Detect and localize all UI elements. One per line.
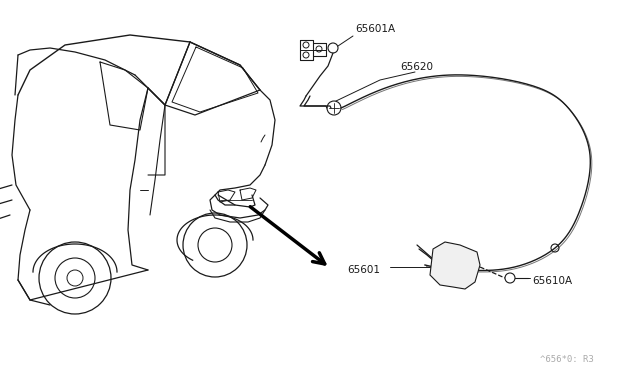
Text: 65601: 65601 <box>347 265 380 275</box>
Polygon shape <box>430 242 480 289</box>
Circle shape <box>505 273 515 283</box>
Text: ^656*0: R3: ^656*0: R3 <box>540 355 594 364</box>
Text: 65601A: 65601A <box>355 24 395 34</box>
Text: 65620: 65620 <box>400 62 433 72</box>
Circle shape <box>448 264 456 272</box>
Circle shape <box>551 244 559 252</box>
Text: 65610A: 65610A <box>532 276 572 286</box>
